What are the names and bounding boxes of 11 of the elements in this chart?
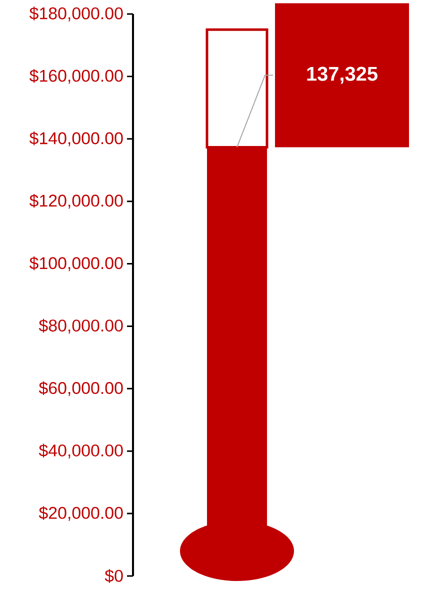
y-tick-label: $160,000.00: [29, 69, 123, 84]
text: 137,325: [307, 66, 378, 84]
y-tick-label: $120,000.00: [29, 194, 123, 209]
y-tick-label: $140,000.00: [29, 132, 123, 146]
y-tick-label: $40,000.00: [38, 444, 123, 458]
y-tick-label: $180,000.00: [29, 6, 123, 22]
y-tick-label: $100,000.00: [29, 256, 123, 272]
y-tick-label: $0: [104, 569, 123, 583]
y-tick-label: $80,000.00: [38, 318, 123, 334]
y-tick-label: $20,000.00: [38, 506, 123, 521]
y-tick-label: $60,000.00: [38, 381, 123, 396]
